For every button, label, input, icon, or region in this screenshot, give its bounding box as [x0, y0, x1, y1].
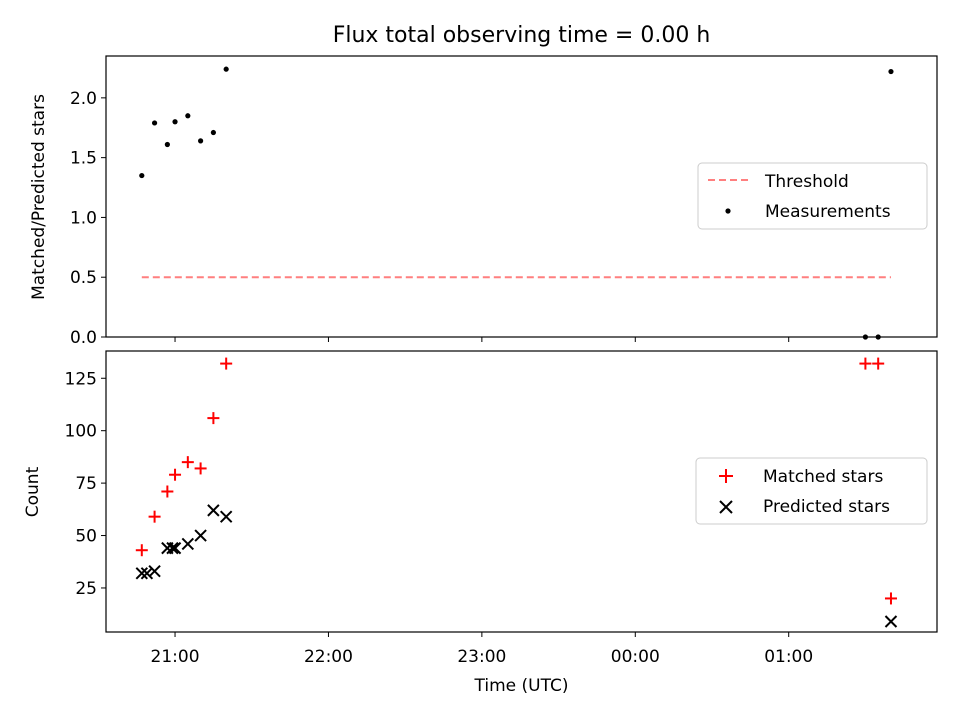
count-y-tick-label-2: 75	[75, 474, 97, 494]
predicted-star-point	[194, 529, 207, 542]
count-y-ticks: 25 50 75 100 125	[65, 369, 106, 599]
measurement-point	[185, 113, 191, 119]
ratio-x-ticks	[174, 337, 790, 342]
ratio-y-tick-label-3: 1.5	[70, 149, 97, 169]
ratio-y-tick-label-1: 0.5	[70, 268, 97, 288]
count-legend-box	[695, 457, 928, 525]
matched-star-point	[161, 485, 174, 498]
measurements-legend-label: Measurements	[765, 202, 891, 222]
ratio-y-tick-label-0: 0.0	[70, 328, 97, 348]
predicted-legend-label: Predicted stars	[763, 497, 890, 517]
predicted-legend-swatch	[719, 500, 733, 514]
ratio-panel: 0.00.51.01.52.0 Matched/Predicted stars …	[29, 55, 938, 348]
measurement-point	[223, 66, 229, 72]
count-x-tick-label-0: 21:00	[151, 647, 200, 667]
ratio-y-tick-label-2: 1.0	[70, 208, 97, 228]
predicted-star-point	[140, 567, 154, 580]
count-axes-frame	[105, 350, 938, 633]
matched-star-point	[872, 357, 885, 370]
count-plot-area	[135, 357, 898, 628]
measurements-legend-swatch	[725, 208, 731, 214]
matched-star-point	[207, 412, 220, 425]
count-x-tick-label-2: 23:00	[457, 647, 506, 667]
count-x-ticks: 21:00 22:00 23:00 00:00 01:00	[151, 632, 813, 667]
measurement-point	[888, 68, 894, 75]
ratio-y-tick-label-4: 2.0	[70, 89, 97, 109]
predicted-star-point	[135, 567, 149, 580]
predicted-star-point	[148, 564, 161, 578]
count-y-tick-label-3: 100	[65, 422, 97, 442]
ratio-legend: Threshold Measurements	[697, 162, 928, 230]
measurement-point	[151, 120, 158, 126]
matched-star-point	[884, 592, 897, 605]
matched-star-point	[135, 544, 148, 557]
count-x-tick-label-4: 01:00	[764, 647, 813, 667]
matched-star-point	[859, 357, 872, 370]
count-x-tick-label-1: 22:00	[304, 647, 353, 667]
measurement-point	[198, 138, 204, 144]
count-y-tick-label-4: 125	[65, 369, 97, 389]
ratio-axes-frame	[105, 55, 938, 338]
predicted-star-point	[181, 537, 195, 551]
matched-star-point	[181, 456, 194, 469]
matched-star-point	[148, 510, 161, 523]
count-legend: Matched stars Predicted stars	[695, 457, 928, 525]
matched-legend-swatch	[719, 469, 733, 483]
predicted-star-point	[166, 541, 179, 555]
predicted-star-point	[884, 615, 898, 628]
measurement-point	[139, 172, 145, 179]
ratio-legend-box	[697, 162, 928, 230]
ratio-y-ticks: 0.0 0.5 1.0 1.5 2.0	[70, 89, 106, 348]
matched-star-point	[169, 468, 182, 481]
x-axis-label: Time (UTC)	[474, 676, 569, 696]
chart-title: Flux total observing time = 0.00 h	[333, 23, 711, 48]
matched-star-point	[220, 357, 233, 370]
threshold-legend-label: Threshold	[764, 172, 849, 192]
measurement-point	[164, 141, 170, 148]
count-y-tick-label-1: 50	[75, 527, 97, 547]
predicted-star-point	[168, 541, 182, 555]
measurement-point	[210, 129, 216, 136]
predicted-star-point	[219, 510, 233, 523]
count-y-tick-label-0: 25	[75, 579, 97, 599]
count-panel: 25 50 75 100 125 21:00 22:00 23:00 00:00 01:00 C…	[23, 350, 938, 696]
ratio-y-axis-label: Matched/Predicted stars	[29, 94, 49, 300]
measurement-point	[172, 119, 178, 125]
ratio-plot-area	[139, 66, 894, 340]
predicted-star-point	[207, 504, 220, 517]
matched-star-point	[194, 462, 207, 475]
count-y-axis-label: Count	[23, 466, 43, 517]
matched-legend-label: Matched stars	[763, 467, 883, 487]
count-x-tick-label-3: 00:00	[611, 647, 660, 667]
